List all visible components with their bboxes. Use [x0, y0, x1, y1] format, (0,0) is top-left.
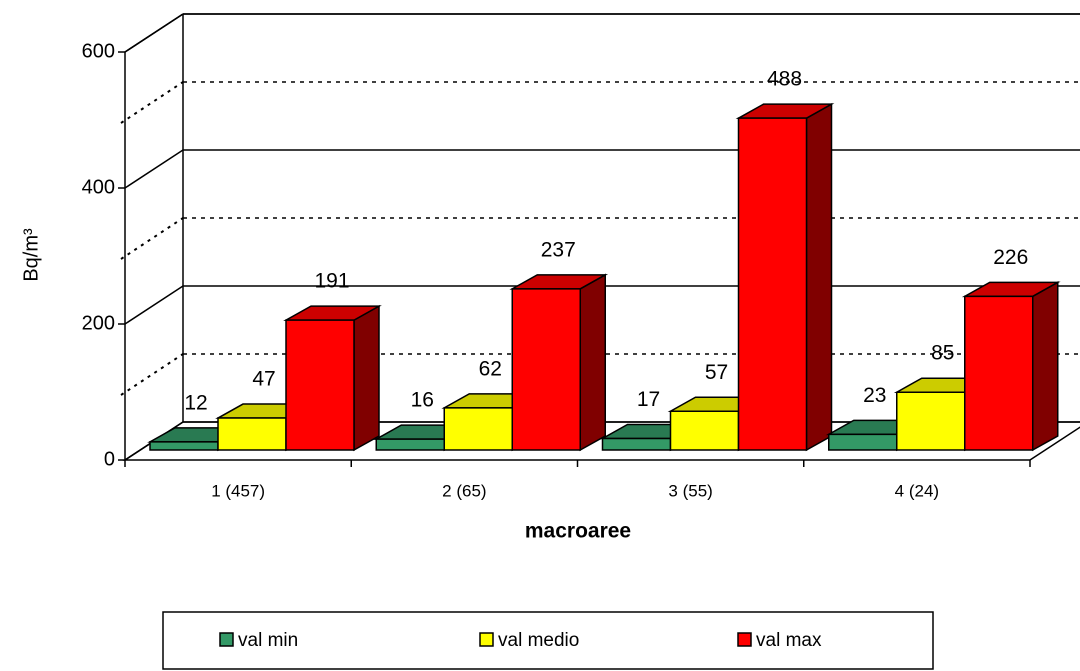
legend-swatch — [479, 632, 494, 647]
bar-face — [1032, 281, 1059, 452]
bar-face — [353, 304, 380, 452]
bar-face — [579, 273, 606, 452]
legend-swatch — [219, 632, 234, 647]
legend-label: val max — [756, 630, 822, 651]
minor-grid-line — [120, 217, 184, 260]
y-tick-label: 600 — [82, 40, 115, 62]
bar-face — [217, 417, 287, 451]
data-label: 17 — [637, 388, 660, 411]
data-label: 16 — [411, 389, 434, 412]
x-tick-label: 3 (55) — [668, 481, 712, 500]
grid-line — [124, 285, 184, 325]
bar-face — [964, 295, 1034, 451]
grid-line — [124, 149, 184, 189]
bar — [283, 304, 382, 452]
bar-face — [896, 391, 966, 451]
bar-face — [375, 438, 445, 451]
data-label: 62 — [479, 357, 502, 380]
legend-box — [162, 611, 934, 670]
bar-face — [737, 117, 808, 451]
bar-face — [669, 410, 740, 451]
data-label: 488 — [767, 68, 802, 91]
bar-face — [805, 102, 833, 452]
y-tick-label: 200 — [82, 312, 115, 334]
x-axis-label: macroaree — [525, 520, 631, 543]
bar — [735, 102, 835, 452]
minor-grid-line — [120, 353, 184, 396]
data-label: 47 — [252, 368, 275, 391]
bar-face — [149, 441, 219, 451]
legend-swatch — [737, 632, 752, 647]
bar — [509, 273, 609, 452]
data-label: 85 — [931, 342, 954, 365]
bar-face — [828, 433, 898, 451]
bar-face — [511, 288, 581, 451]
minor-grid-line — [120, 81, 184, 124]
y-tick-label: 0 — [104, 448, 115, 470]
y-tick-label: 400 — [82, 176, 115, 198]
bar-face — [443, 407, 513, 451]
x-tick-label: 2 (65) — [442, 481, 486, 500]
x-tick-label: 4 (24) — [895, 481, 939, 500]
x-tick-label: 1 (457) — [211, 481, 265, 500]
legend-label: val min — [238, 630, 298, 651]
bar-face — [601, 437, 672, 451]
legend-label: val medio — [498, 630, 579, 651]
data-label: 12 — [184, 391, 207, 414]
bar — [961, 281, 1061, 452]
data-label: 57 — [705, 361, 728, 384]
bar-face — [285, 319, 355, 451]
data-label: 237 — [541, 238, 576, 261]
y-axis-label: Bq/m³ — [20, 228, 42, 282]
grid-line — [124, 13, 184, 53]
data-label: 226 — [993, 246, 1028, 269]
data-label: 23 — [863, 384, 886, 407]
data-label: 191 — [314, 270, 349, 293]
